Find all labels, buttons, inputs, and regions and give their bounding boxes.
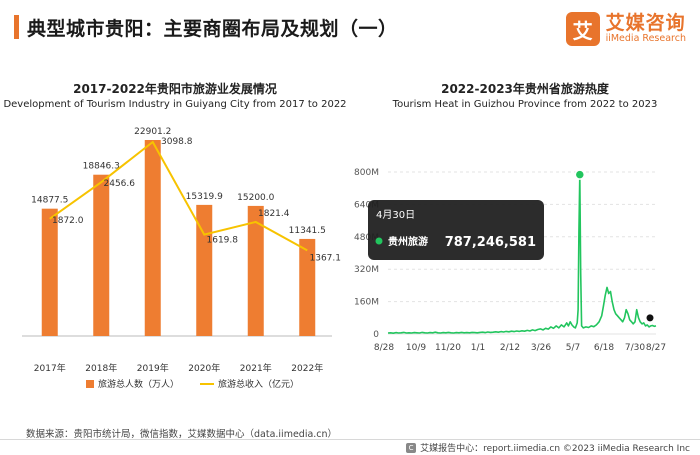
x-tick-label-0: 8/28: [374, 343, 394, 353]
tourism-development-chart: 14877.5 2017年 18846.3 2018年 22901.2 2019年 1531…: [22, 127, 342, 390]
x-tick-label-3: 1/1: [471, 343, 485, 353]
footer-divider: [0, 439, 700, 440]
legend-bar-label: 旅游总人数（万人）: [98, 378, 179, 390]
legend-bar-swatch: [86, 380, 94, 388]
bar-label-2: 22901.2: [134, 127, 171, 137]
logo-icon: 艾: [565, 12, 600, 46]
y-tick-label-0: 800M: [354, 168, 379, 178]
x-tick-label-4: 2021年: [240, 362, 272, 374]
legend-line-label: 旅游总收入（亿元）: [218, 378, 299, 390]
x-tick-label-7: 6/18: [594, 343, 614, 353]
x-tick-label-5: 2022年: [291, 362, 323, 374]
tooltip-background: [368, 200, 544, 260]
bar-label-3: 15319.9: [186, 192, 223, 202]
tooltip-value: 787,246,581: [445, 235, 536, 250]
tooltip-series-dot: [375, 237, 383, 245]
line-label-4: 1821.4: [258, 209, 290, 219]
title-accent-bar: [14, 15, 19, 39]
line-label-1: 2456.6: [104, 179, 136, 189]
y-tick-label-4: 160M: [354, 298, 379, 308]
y-tick-label-1: 640M: [354, 200, 379, 210]
peak-marker: [574, 169, 586, 180]
footer-copyright: C 艾媒报告中心：report.iimedia.cn ©2023 iiMedia…: [406, 441, 690, 454]
tourism-heat-chart: 800M 640M 480M 320M 160M 0 8/28 10/9 11/20 1/1 2/1…: [354, 168, 666, 353]
tooltip-series-name: 贵州旅游: [388, 235, 428, 248]
y-tick-label-5: 0: [373, 330, 379, 340]
left-chart-title: 2017-2022年贵阳市旅游业发展情况: [73, 82, 277, 96]
bar-label-4: 15200.0: [237, 193, 274, 203]
x-tick-label-5: 3/26: [531, 343, 551, 353]
footer-copyright-text: 艾媒报告中心：report.iimedia.cn ©2023 iiMedia R…: [420, 444, 690, 454]
bar-4: [247, 205, 264, 336]
bar-5: [299, 238, 316, 336]
x-tick-label-1: 2018年: [85, 362, 117, 374]
bar-label-5: 11341.5: [289, 226, 326, 236]
logo-name-en: iiMedia Research: [605, 32, 686, 44]
copyright-logo-icon: C: [406, 442, 417, 453]
bar-1: [93, 174, 110, 336]
x-tick-label-0: 2017年: [34, 362, 66, 374]
x-tick-label-3: 2020年: [188, 362, 220, 374]
x-tick-label-2: 11/20: [435, 343, 461, 353]
y-tick-label-2: 480M: [354, 233, 379, 243]
data-source-note: 数据来源：贵阳市统计局，微信指数，艾媒数据中心（data.iimedia.cn）: [26, 429, 338, 440]
page-title: 典型城市贵阳：主要商圈布局及规划（一）: [27, 17, 398, 40]
bar-3: [196, 204, 213, 336]
x-tick-label-9: 8/27: [646, 343, 666, 353]
page-title-bar: 典型城市贵阳：主要商圈布局及规划（一）: [14, 14, 398, 40]
logo-text: 艾媒咨询 iiMedia Research: [605, 12, 686, 44]
x-tick-label-8: 7/30: [625, 343, 645, 353]
logo-name-cn: 艾媒咨询: [605, 12, 686, 35]
bar-label-0: 14877.5: [31, 196, 68, 206]
end-marker: [646, 314, 654, 322]
bar-label-1: 18846.3: [83, 162, 120, 172]
line-label-2: 3098.8: [161, 137, 193, 147]
line-label-0: 1872.0: [52, 216, 84, 226]
right-chart-title: 2022-2023年贵州省旅游热度: [441, 82, 609, 96]
bar-2: [144, 140, 161, 336]
tooltip-date: 4月30日: [376, 209, 415, 221]
brand-logo: 艾 艾媒咨询 iiMedia Research: [565, 12, 686, 46]
y-tick-label-3: 320M: [354, 265, 379, 275]
bar-0: [41, 208, 58, 336]
x-tick-label-1: 10/9: [406, 343, 426, 353]
line-label-3: 1619.8: [207, 236, 239, 246]
income-line: [49, 140, 308, 252]
x-tick-label-2: 2019年: [137, 362, 169, 374]
heat-line: [387, 173, 657, 334]
x-tick-label-4: 2/12: [500, 343, 520, 353]
x-tick-label-6: 5/7: [566, 343, 580, 353]
line-label-5: 1367.1: [310, 253, 342, 263]
right-chart-subtitle: Tourism Heat in Guizhou Province from 20…: [392, 99, 658, 110]
left-chart-subtitle: Development of Tourism Industry in Guiya…: [3, 99, 347, 110]
